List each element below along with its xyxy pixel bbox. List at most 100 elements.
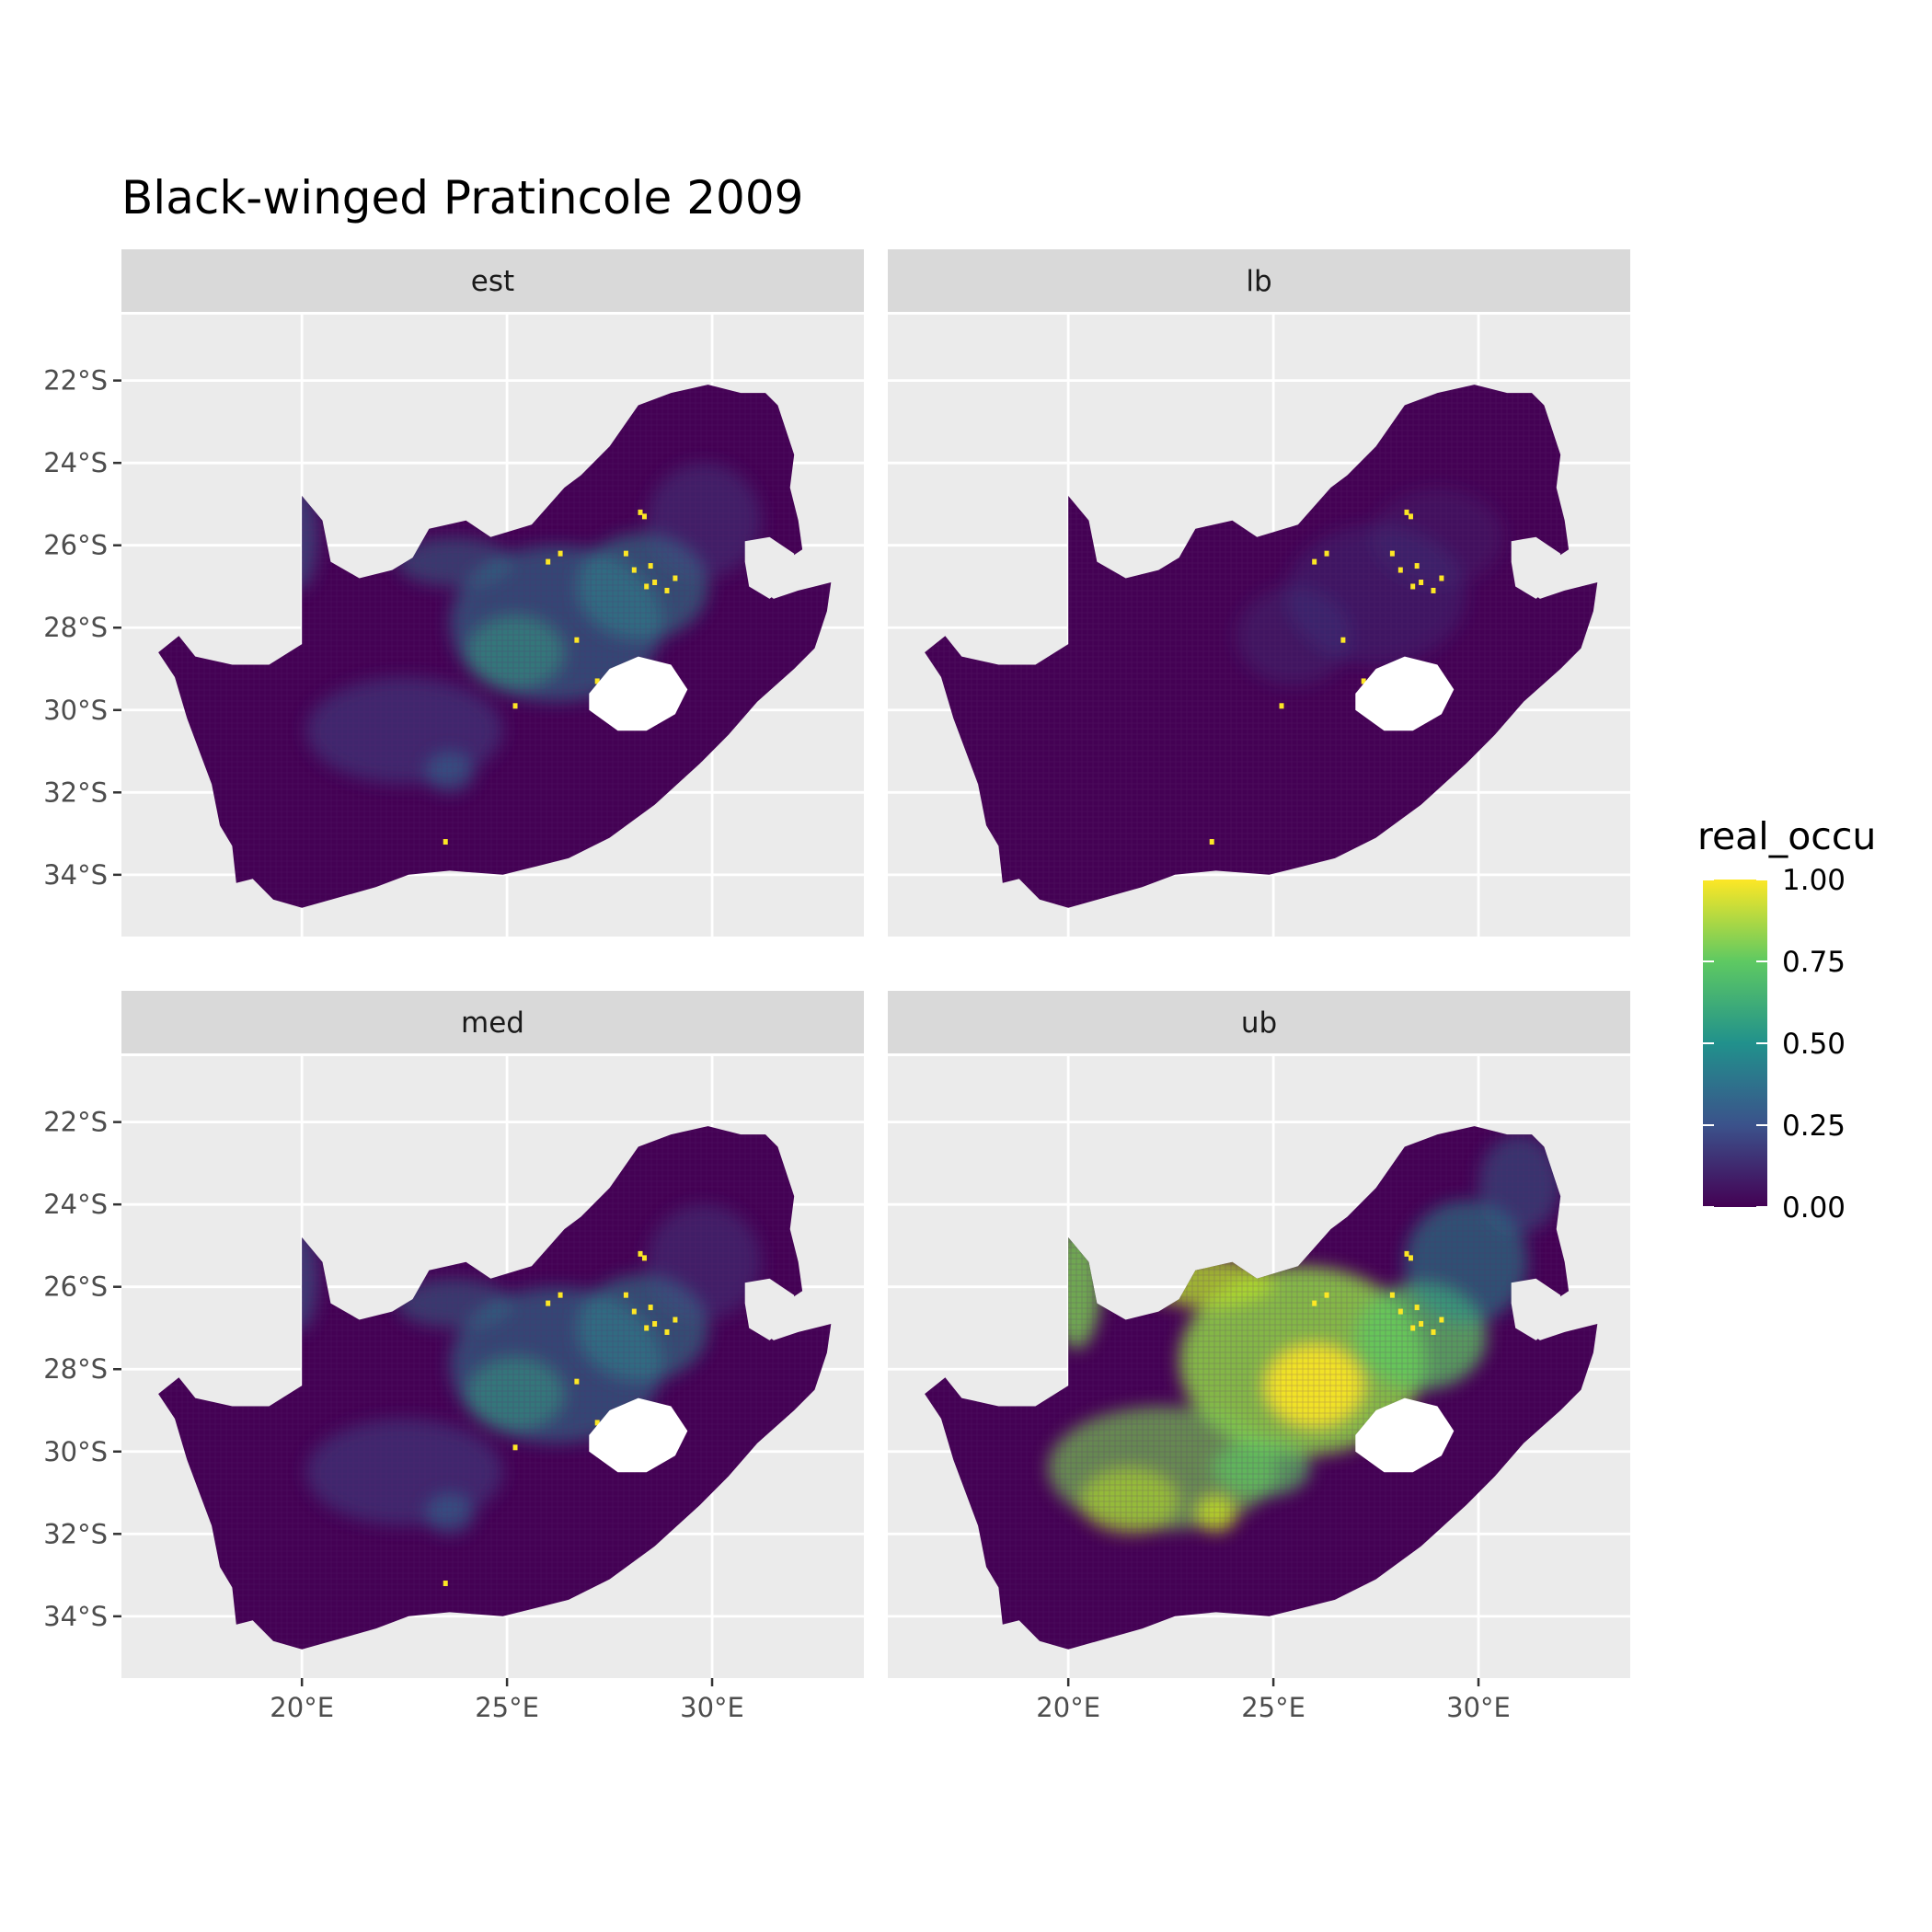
hotspot-cell — [648, 563, 653, 569]
y-tick-label: 26°S — [43, 530, 108, 561]
lesotho-hole — [1355, 656, 1455, 731]
facet-panel-lb: lb — [888, 249, 1630, 937]
hotspot-cell — [641, 513, 647, 520]
hotspot-cell — [623, 550, 628, 557]
hotspot-cell — [1439, 1317, 1444, 1323]
hotspot-cell — [644, 583, 650, 590]
legend-tick-label: 0.25 — [1782, 1110, 1846, 1143]
hotspot-cell — [1324, 1292, 1329, 1298]
facet-strip-lb — [888, 249, 1630, 312]
hotspot-cell — [1439, 575, 1444, 581]
hotspot-cell — [673, 1317, 678, 1323]
hotspot-cell — [1209, 839, 1214, 845]
hotspot-cell — [1279, 703, 1284, 709]
axes: 22°S 24°S 26°S 28°S 30°S 32°S 34°S 22°S 24°S 26°S… — [43, 365, 1511, 1723]
hotspot-cell — [574, 637, 580, 643]
hotspot-cell — [594, 678, 600, 684]
eswatini-gap — [1511, 536, 1561, 599]
facet-panel-med: med — [121, 991, 864, 1678]
y-tick-label: 24°S — [43, 1189, 108, 1220]
facet-strip-label: lb — [1246, 265, 1271, 298]
hotspot-cell — [574, 1378, 580, 1385]
hotspot-cell — [641, 1255, 647, 1261]
hotspot-cell — [1414, 1305, 1420, 1311]
hotspot-cell — [664, 587, 670, 593]
y-tick-label: 34°S — [43, 859, 108, 891]
hotspot-cell — [1397, 567, 1403, 573]
y-tick-label: 22°S — [43, 365, 108, 397]
y-tick-label: 30°S — [43, 1436, 108, 1467]
hotspot-cell — [1397, 1308, 1403, 1315]
x-tick-label: 20°E — [1036, 1692, 1100, 1723]
hotspot-cell — [673, 575, 678, 581]
y-tick-label: 24°S — [43, 447, 108, 478]
hotspot-cell — [1419, 1320, 1424, 1327]
hotspot-cell — [1324, 550, 1329, 557]
facet-strip-label: ub — [1241, 1006, 1277, 1040]
facet-strip-est — [121, 249, 864, 312]
y-tick-label: 28°S — [43, 1353, 108, 1385]
hotspot-cell — [1408, 513, 1413, 520]
hotspot-cell — [652, 579, 658, 585]
legend-tick-label: 1.00 — [1782, 864, 1846, 897]
lesotho-hole — [589, 656, 688, 731]
hotspot-cell — [664, 1328, 670, 1335]
x-tick-label: 30°E — [680, 1692, 744, 1723]
legend: real_occu 1.00 0.75 0.50 0.25 0.00 — [1697, 814, 1876, 1225]
y-tick-label: 28°S — [43, 612, 108, 643]
eswatini-gap — [744, 536, 795, 599]
hotspot-cell — [1431, 587, 1436, 593]
hotspot-cell — [644, 1325, 650, 1331]
legend-tick-label: 0.75 — [1782, 946, 1846, 979]
hotspot-cell — [1389, 1292, 1395, 1298]
hotspot-cell — [512, 703, 518, 709]
figure-title: Black-winged Pratincole 2009 — [121, 171, 803, 224]
hotspot-cell — [1410, 1325, 1416, 1331]
hotspot-cell — [631, 567, 637, 573]
y-tick-label: 30°S — [43, 695, 108, 726]
facet-strip-ub — [888, 991, 1630, 1053]
hotspot-cell — [1404, 509, 1409, 515]
hotspot-cell — [546, 1300, 551, 1306]
hotspot-cell — [1414, 563, 1420, 569]
hotspot-cell — [546, 558, 551, 565]
y-tick-label: 22°S — [43, 1107, 108, 1138]
facet-strip-label: med — [461, 1006, 524, 1040]
hotspot-cell — [623, 1292, 628, 1298]
hotspot-cell — [1361, 678, 1366, 684]
legend-title: real_occu — [1697, 814, 1876, 858]
eswatini-gap — [744, 1278, 795, 1340]
eswatini-gap — [1511, 1278, 1561, 1340]
lesotho-hole — [1355, 1397, 1455, 1473]
facet-strip-label: est — [471, 265, 514, 298]
hotspot-cell — [648, 1305, 653, 1311]
facet-panel-ub: ub — [888, 991, 1630, 1678]
hotspot-cell — [558, 550, 563, 557]
hotspot-cell — [652, 1320, 658, 1327]
y-tick-label: 32°S — [43, 776, 108, 808]
x-tick-label: 25°E — [475, 1692, 539, 1723]
hotspot-cell — [1404, 1250, 1409, 1257]
facet-panel-est: est — [121, 249, 864, 937]
hotspot-cell — [1408, 1255, 1413, 1261]
hotspot-cell — [1431, 1328, 1436, 1335]
hotspot-cell — [638, 1250, 643, 1257]
hotspot-cell — [1410, 583, 1416, 590]
hotspot-cell — [512, 1444, 518, 1451]
hotspot-cell — [558, 1292, 563, 1298]
hotspot-cell — [1419, 579, 1424, 585]
hotspot-cell — [1389, 550, 1395, 557]
hotspot-cell — [1340, 637, 1346, 643]
hotspot-cell — [1312, 1300, 1317, 1306]
hotspot-cell — [631, 1308, 637, 1315]
y-tick-label: 32°S — [43, 1518, 108, 1549]
hotspot-cell — [638, 509, 643, 515]
legend-tick-label: 0.00 — [1782, 1191, 1846, 1225]
hotspot-cell — [1312, 558, 1317, 565]
y-tick-label: 26°S — [43, 1271, 108, 1303]
hotspot-cell — [443, 1581, 448, 1587]
facet-panels: est lb med ub — [121, 249, 1630, 1678]
hotspot-cell — [443, 839, 448, 845]
facet-strip-med — [121, 991, 864, 1053]
